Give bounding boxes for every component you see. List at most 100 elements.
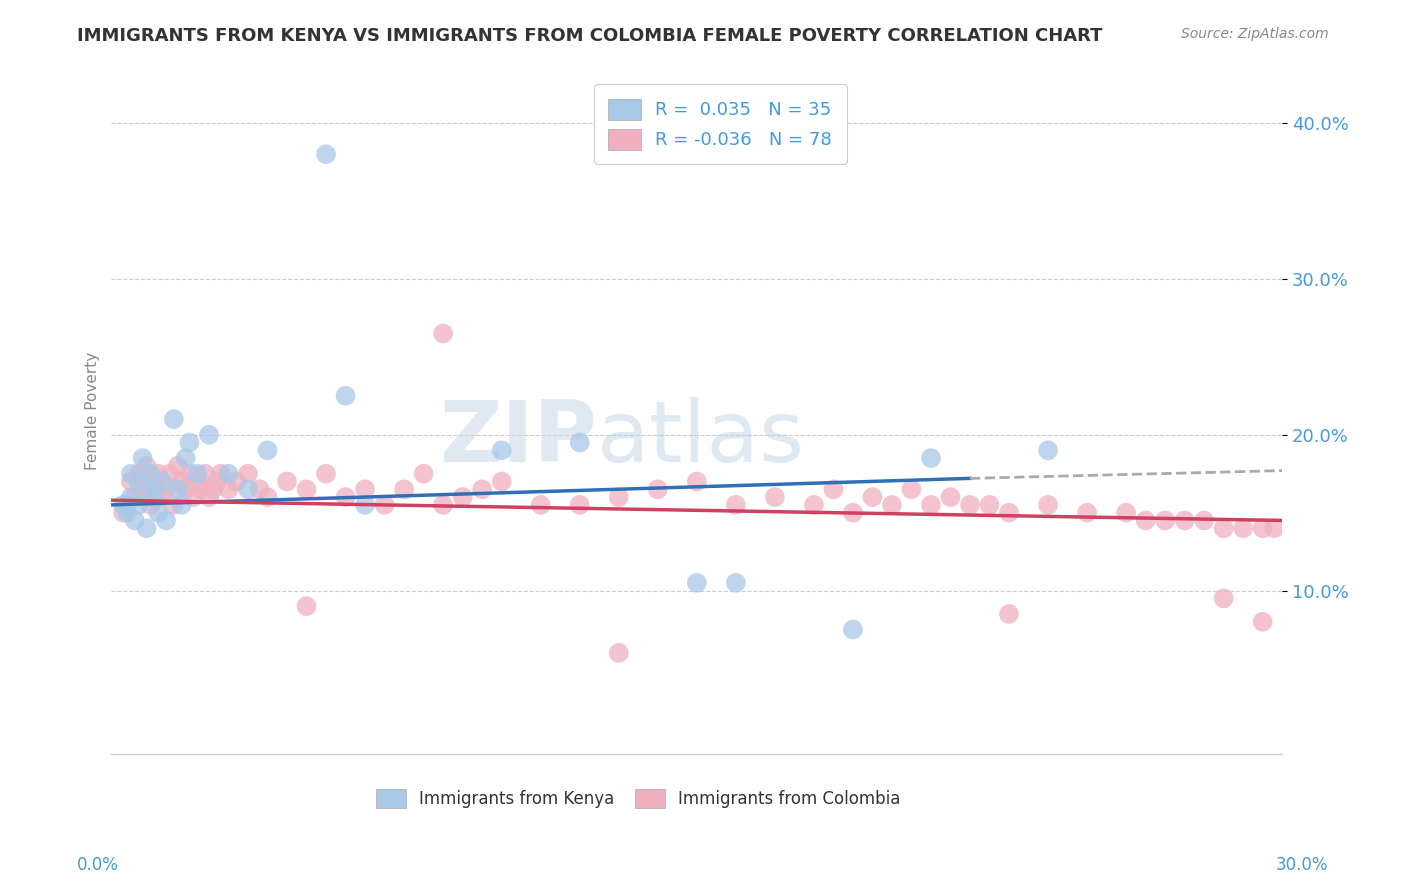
Point — [763, 490, 786, 504]
Point — [979, 498, 1001, 512]
Point — [143, 490, 166, 504]
Point — [155, 513, 177, 527]
Point — [568, 435, 591, 450]
Point — [139, 467, 162, 481]
Point — [1251, 615, 1274, 629]
Point — [128, 498, 150, 512]
Point — [1115, 506, 1137, 520]
Point — [1135, 513, 1157, 527]
Point — [139, 498, 162, 512]
Point — [335, 389, 357, 403]
Point — [647, 483, 669, 497]
Point — [880, 498, 903, 512]
Text: atlas: atlas — [598, 397, 806, 480]
Point — [1174, 513, 1197, 527]
Point — [491, 443, 513, 458]
Point — [115, 498, 138, 512]
Point — [205, 475, 228, 489]
Point — [568, 498, 591, 512]
Point — [170, 475, 193, 489]
Point — [150, 475, 173, 489]
Legend: Immigrants from Kenya, Immigrants from Colombia: Immigrants from Kenya, Immigrants from C… — [370, 782, 907, 814]
Point — [150, 490, 173, 504]
Point — [959, 498, 981, 512]
Point — [1154, 513, 1177, 527]
Point — [607, 490, 630, 504]
Text: Source: ZipAtlas.com: Source: ZipAtlas.com — [1181, 27, 1329, 41]
Point — [276, 475, 298, 489]
Point — [186, 467, 208, 481]
Point — [998, 607, 1021, 621]
Point — [256, 443, 278, 458]
Point — [115, 506, 138, 520]
Point — [412, 467, 434, 481]
Point — [335, 490, 357, 504]
Point — [315, 147, 337, 161]
Point — [374, 498, 396, 512]
Text: IMMIGRANTS FROM KENYA VS IMMIGRANTS FROM COLOMBIA FEMALE POVERTY CORRELATION CHA: IMMIGRANTS FROM KENYA VS IMMIGRANTS FROM… — [77, 27, 1102, 45]
Point — [120, 467, 142, 481]
Point — [432, 326, 454, 341]
Point — [236, 467, 259, 481]
Point — [1212, 591, 1234, 606]
Point — [166, 483, 188, 497]
Point — [112, 506, 135, 520]
Point — [198, 427, 221, 442]
Point — [112, 498, 135, 512]
Point — [295, 483, 318, 497]
Point — [148, 506, 170, 520]
Point — [170, 498, 193, 512]
Point — [451, 490, 474, 504]
Point — [686, 475, 709, 489]
Point — [135, 521, 157, 535]
Point — [607, 646, 630, 660]
Y-axis label: Female Poverty: Female Poverty — [86, 352, 100, 470]
Point — [131, 451, 153, 466]
Point — [179, 467, 201, 481]
Point — [530, 498, 553, 512]
Text: 0.0%: 0.0% — [77, 855, 120, 873]
Point — [218, 467, 240, 481]
Point — [471, 483, 494, 497]
Point — [124, 513, 146, 527]
Point — [124, 490, 146, 504]
Point — [225, 475, 247, 489]
Point — [392, 483, 415, 497]
Point — [163, 498, 186, 512]
Point — [823, 483, 845, 497]
Point — [900, 483, 922, 497]
Point — [256, 490, 278, 504]
Point — [190, 483, 212, 497]
Point — [249, 483, 271, 497]
Point — [120, 490, 142, 504]
Text: ZIP: ZIP — [440, 397, 598, 480]
Point — [128, 467, 150, 481]
Point — [1192, 513, 1215, 527]
Point — [842, 623, 865, 637]
Point — [201, 483, 224, 497]
Point — [236, 483, 259, 497]
Point — [159, 467, 181, 481]
Point — [315, 467, 337, 481]
Point — [194, 467, 217, 481]
Point — [842, 506, 865, 520]
Point — [131, 483, 153, 497]
Point — [174, 451, 197, 466]
Point — [174, 483, 197, 497]
Point — [183, 490, 205, 504]
Point — [155, 483, 177, 497]
Point — [686, 575, 709, 590]
Point — [1263, 521, 1285, 535]
Point — [148, 467, 170, 481]
Point — [295, 599, 318, 614]
Point — [862, 490, 884, 504]
Point — [724, 575, 747, 590]
Text: 30.0%: 30.0% — [1277, 855, 1329, 873]
Point — [135, 458, 157, 473]
Point — [1036, 498, 1059, 512]
Point — [198, 490, 221, 504]
Point — [179, 435, 201, 450]
Point — [939, 490, 962, 504]
Point — [724, 498, 747, 512]
Point — [998, 506, 1021, 520]
